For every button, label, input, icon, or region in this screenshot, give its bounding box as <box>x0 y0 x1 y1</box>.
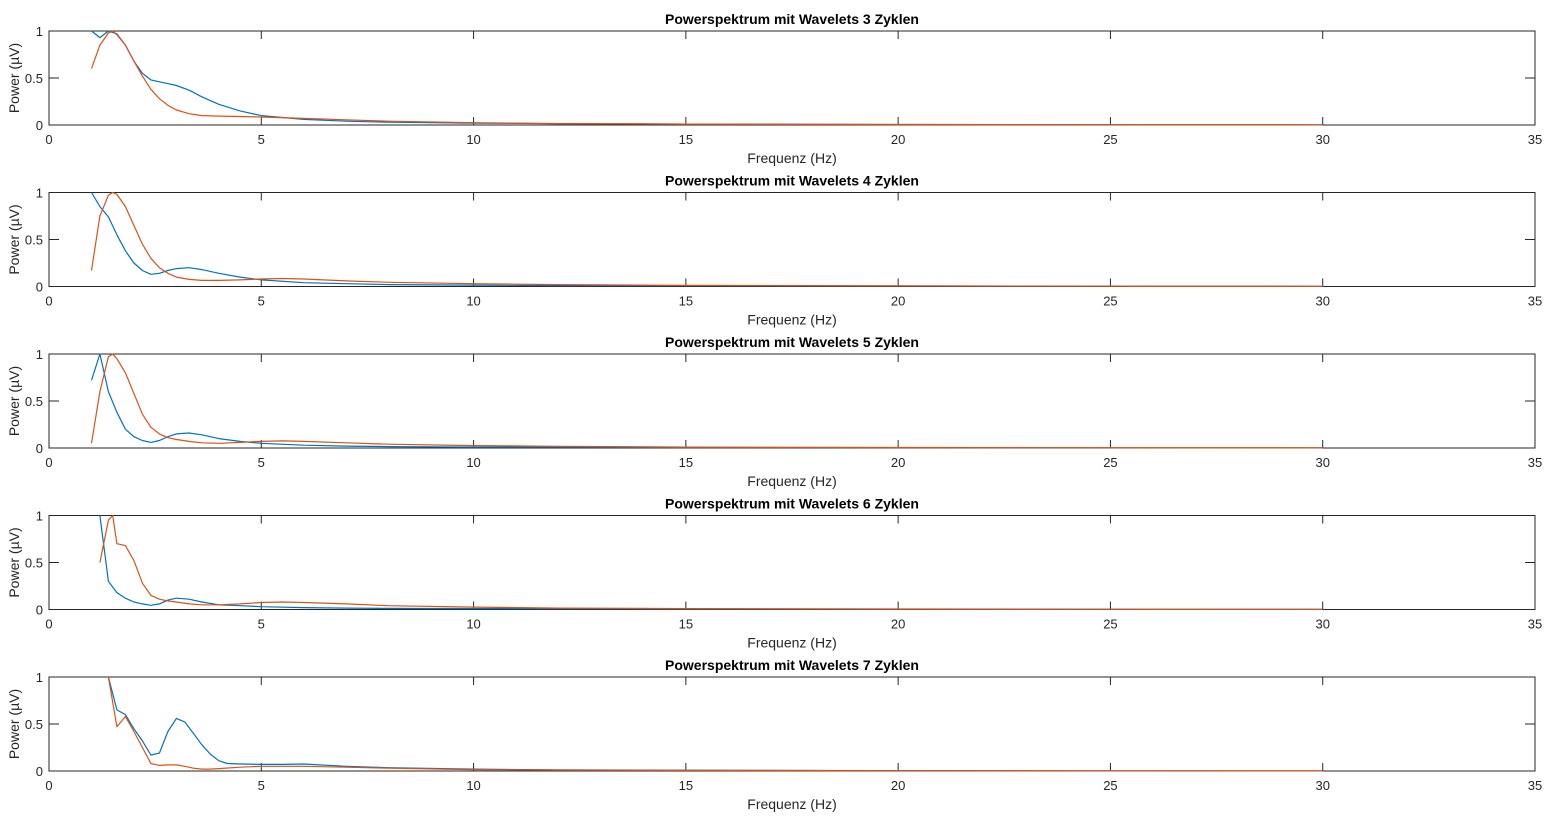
x-tick-label: 15 <box>679 778 693 793</box>
x-tick-label: 25 <box>1103 132 1117 147</box>
y-tick-label: 0 <box>36 764 43 779</box>
y-axis-label: Power (µV) <box>6 204 22 274</box>
x-tick-label: 25 <box>1103 778 1117 793</box>
chart-title: Powerspektrum mit Wavelets 7 Zyklen <box>665 657 919 673</box>
y-axis-label: Power (µV) <box>6 366 22 436</box>
x-tick-label: 5 <box>258 455 265 470</box>
x-tick-label: 0 <box>45 294 52 309</box>
series-2-line <box>90 30 1323 126</box>
axes-box <box>48 515 1536 610</box>
x-tick-label: 15 <box>679 455 693 470</box>
x-axis-label: Frequenz (Hz) <box>747 473 836 489</box>
x-tick-label: 5 <box>258 132 265 147</box>
axes-box <box>48 192 1536 287</box>
x-tick-label: 0 <box>45 132 52 147</box>
series-2-line <box>99 514 1323 610</box>
x-axis-label: Frequenz (Hz) <box>747 150 836 166</box>
y-tick-label: 1 <box>36 24 43 39</box>
series-1-line <box>90 353 1323 449</box>
x-tick-label: 35 <box>1528 132 1542 147</box>
series-2-line <box>90 353 1323 449</box>
x-tick-label: 30 <box>1315 132 1329 147</box>
axes-box <box>48 353 1536 449</box>
y-tick-label: 0.5 <box>25 717 43 732</box>
y-tick-label: 0.5 <box>25 233 43 248</box>
x-tick-label: 30 <box>1315 778 1329 793</box>
chart-title: Powerspektrum mit Wavelets 4 Zyklen <box>665 173 919 189</box>
axes-box <box>48 676 1536 772</box>
series-2-line <box>107 676 1323 772</box>
x-tick-label: 20 <box>891 455 905 470</box>
y-axis-label: Power (µV) <box>6 43 22 113</box>
x-tick-label: 20 <box>891 294 905 309</box>
y-tick-label: 0.5 <box>25 71 43 86</box>
chart-title: Powerspektrum mit Wavelets 6 Zyklen <box>665 496 919 512</box>
x-axis-label: Frequenz (Hz) <box>747 796 836 812</box>
x-axis-label: Frequenz (Hz) <box>747 635 836 651</box>
x-tick-label: 20 <box>891 778 905 793</box>
y-tick-label: 0 <box>36 280 43 295</box>
y-tick-label: 1 <box>36 186 43 201</box>
y-tick-label: 1 <box>36 347 43 362</box>
x-tick-label: 5 <box>258 778 265 793</box>
x-tick-label: 10 <box>466 617 480 632</box>
x-tick-label: 5 <box>258 617 265 632</box>
y-tick-label: 0 <box>36 603 43 618</box>
series-2-line <box>90 191 1323 287</box>
x-tick-label: 35 <box>1528 778 1542 793</box>
x-tick-label: 10 <box>466 455 480 470</box>
x-tick-label: 15 <box>679 617 693 632</box>
x-tick-label: 25 <box>1103 617 1117 632</box>
y-tick-label: 0 <box>36 441 43 456</box>
chart-title: Powerspektrum mit Wavelets 3 Zyklen <box>665 11 919 27</box>
y-tick-label: 1 <box>36 670 43 685</box>
y-tick-label: 1 <box>36 509 43 524</box>
x-tick-label: 0 <box>45 778 52 793</box>
x-tick-label: 30 <box>1315 294 1329 309</box>
y-tick-label: 0.5 <box>25 556 43 571</box>
x-tick-label: 30 <box>1315 455 1329 470</box>
x-tick-label: 35 <box>1528 455 1542 470</box>
x-tick-label: 5 <box>258 294 265 309</box>
x-tick-label: 10 <box>466 294 480 309</box>
x-tick-label: 35 <box>1528 294 1542 309</box>
x-tick-label: 20 <box>891 617 905 632</box>
x-tick-label: 15 <box>679 132 693 147</box>
x-tick-label: 10 <box>466 778 480 793</box>
axes-box <box>48 30 1536 126</box>
x-tick-label: 25 <box>1103 455 1117 470</box>
x-tick-label: 0 <box>45 455 52 470</box>
y-tick-label: 0 <box>36 118 43 133</box>
x-tick-label: 10 <box>466 132 480 147</box>
x-tick-label: 0 <box>45 617 52 632</box>
chart-title: Powerspektrum mit Wavelets 5 Zyklen <box>665 334 919 350</box>
y-axis-label: Power (µV) <box>6 527 22 597</box>
y-tick-label: 0.5 <box>25 394 43 409</box>
y-axis-label: Power (µV) <box>6 689 22 759</box>
x-tick-label: 15 <box>679 294 693 309</box>
x-tick-label: 25 <box>1103 294 1117 309</box>
x-axis-label: Frequenz (Hz) <box>747 312 836 328</box>
x-tick-label: 35 <box>1528 617 1542 632</box>
x-tick-label: 30 <box>1315 617 1329 632</box>
x-tick-label: 20 <box>891 132 905 147</box>
series-1-line <box>90 192 1323 287</box>
